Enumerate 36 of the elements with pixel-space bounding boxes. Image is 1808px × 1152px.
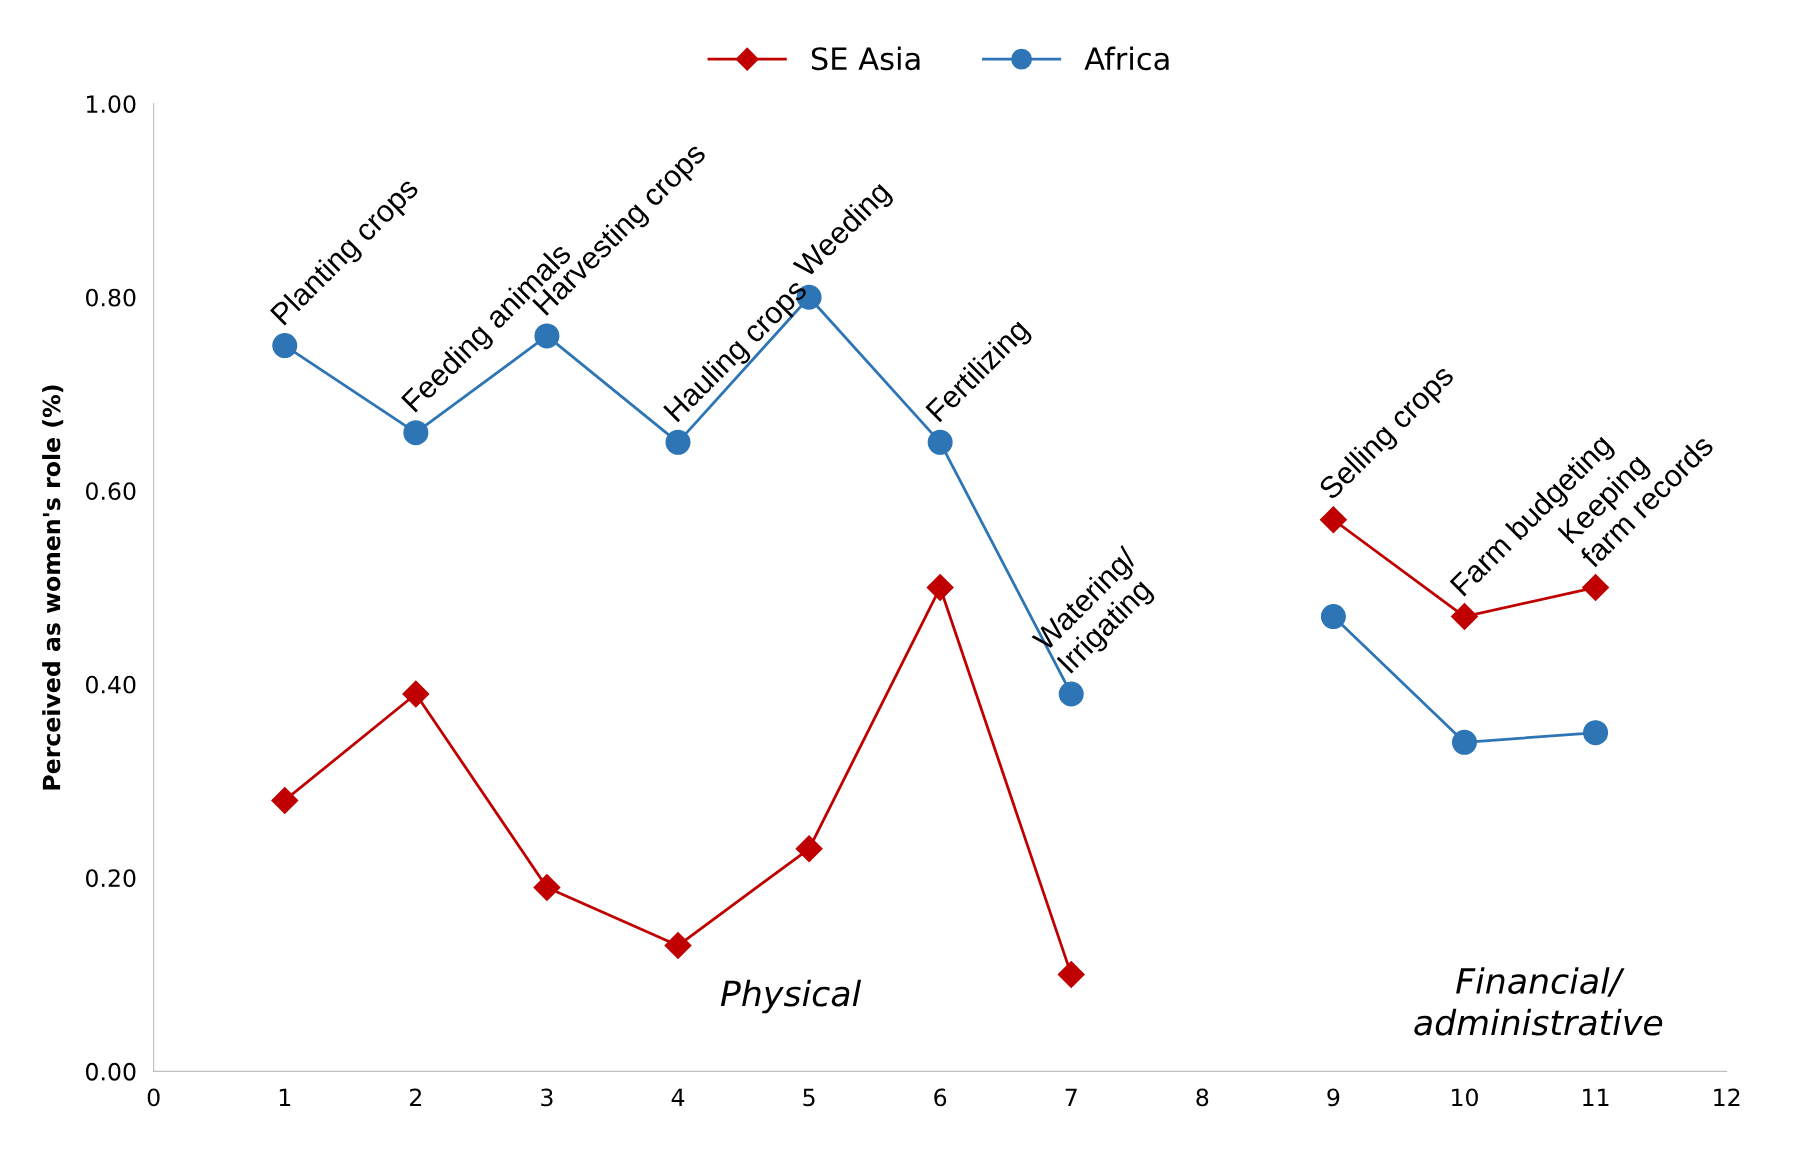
point [795, 835, 823, 863]
x-tick-label: 3 [541, 1088, 553, 1107]
point [665, 429, 691, 455]
point [272, 333, 298, 359]
point [926, 574, 954, 601]
annotation: Financial/ administrative [1414, 967, 1663, 1036]
x-tick-label: 10 [1452, 1088, 1478, 1107]
legend-label: SE Asia [811, 46, 920, 71]
legend-label: Africa [1084, 46, 1169, 71]
x-tick-label: 2 [410, 1088, 421, 1106]
x-tick-label: 8 [1196, 1088, 1209, 1107]
x-tick-label: 5 [803, 1088, 815, 1107]
x-tick-label: 1 [279, 1088, 291, 1106]
point [927, 429, 953, 455]
x-tick-label: 6 [934, 1088, 947, 1107]
point [403, 420, 429, 446]
annotation: Physical [720, 979, 862, 1014]
point [1058, 681, 1084, 707]
y-tick-label: 0.40 [86, 675, 136, 694]
y-tick-label: 0.20 [86, 869, 136, 888]
point [402, 680, 430, 708]
x-tick-label: 7 [1065, 1088, 1077, 1106]
x-tick-label: 4 [671, 1088, 685, 1106]
x-tick-label: 11 [1583, 1088, 1609, 1106]
x-tick-label: 0 [147, 1088, 160, 1107]
y-tick-label: 0.00 [86, 1062, 136, 1081]
y-tick-label: 1.00 [87, 95, 136, 113]
x-tick-label: 9 [1327, 1088, 1340, 1107]
point [533, 874, 561, 901]
y-axis-title: Perceived as women's role (%) [42, 385, 64, 790]
x-tick-label: 12 [1714, 1088, 1740, 1106]
point [271, 786, 299, 814]
point [1057, 961, 1085, 989]
y-tick-label: 0.80 [86, 288, 136, 307]
y-tick-label: 0.60 [86, 482, 136, 501]
point [664, 932, 692, 960]
